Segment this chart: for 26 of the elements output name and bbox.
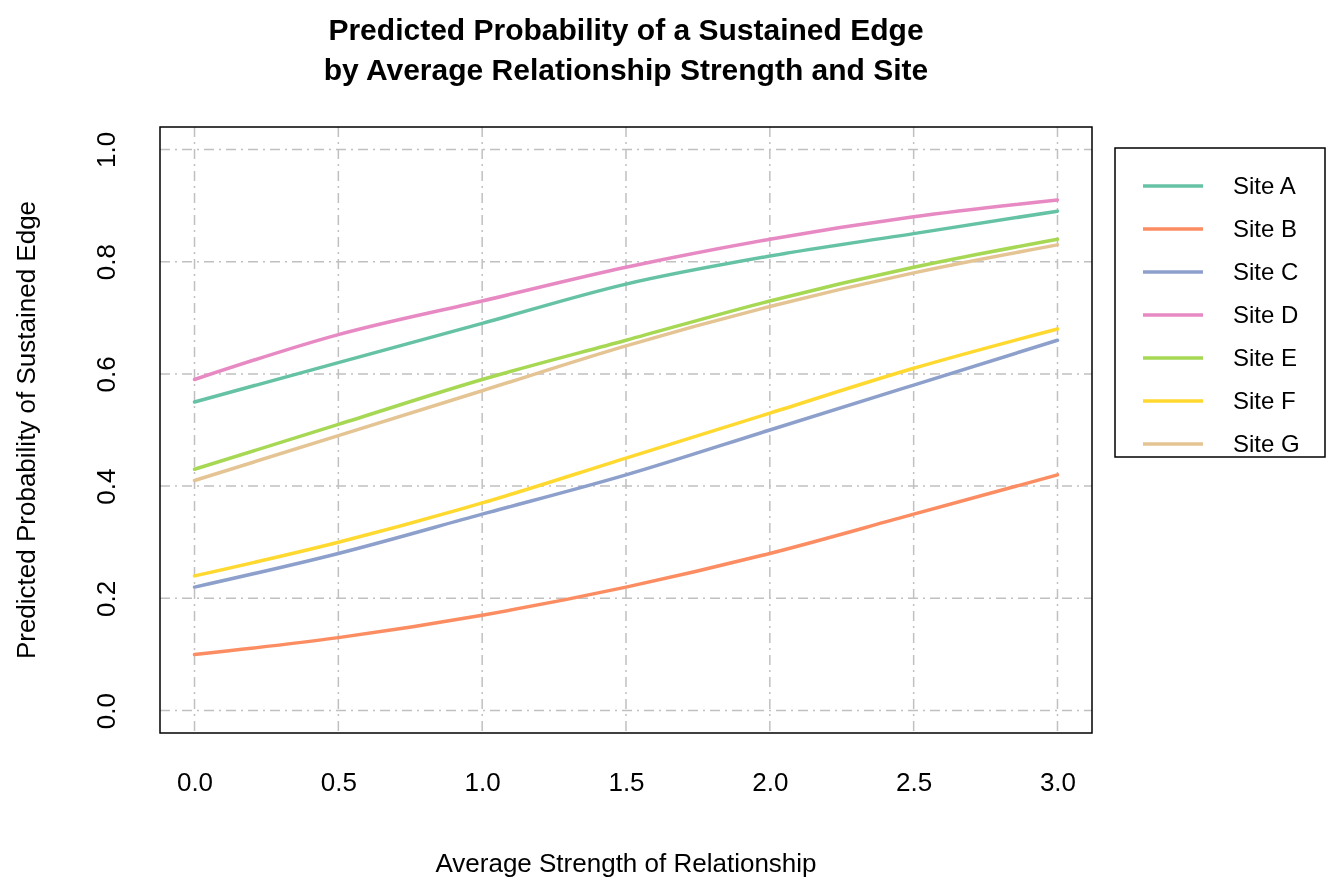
legend-label: Site G bbox=[1233, 430, 1300, 458]
x-tick-label: 3.0 bbox=[1039, 767, 1077, 798]
y-axis-title: Predicted Probability of Sustained Edge bbox=[11, 200, 41, 660]
x-tick-label: 1.0 bbox=[464, 767, 501, 798]
x-axis-title: Average Strength of Relationship bbox=[435, 848, 817, 878]
y-tick-label: 0.6 bbox=[90, 356, 121, 393]
y-tick-label: 0.2 bbox=[90, 580, 121, 617]
x-tick-label: 1.5 bbox=[608, 767, 645, 798]
x-tick-label: 0.5 bbox=[320, 767, 357, 798]
legend-label: Site B bbox=[1233, 215, 1298, 243]
line-series bbox=[192, 209, 1060, 404]
line-series bbox=[192, 473, 1060, 657]
x-tick-label: 0.0 bbox=[176, 767, 214, 798]
legend-label: Site F bbox=[1233, 387, 1296, 415]
x-tick-label: 2.5 bbox=[896, 767, 933, 798]
legend-label: Site C bbox=[1233, 258, 1299, 286]
chart-title: Predicted Probability of a Sustained Edge by Average Relationship Strength and Site bbox=[323, 13, 929, 86]
legend-label: Site E bbox=[1233, 344, 1298, 372]
y-tick-label: 0.8 bbox=[90, 244, 121, 281]
line-series bbox=[192, 198, 1060, 382]
y-tick-label: 0.0 bbox=[90, 692, 121, 730]
x-tick-label: 2.0 bbox=[752, 767, 789, 798]
legend-label: Site A bbox=[1233, 172, 1296, 200]
legend-label: Site D bbox=[1233, 301, 1299, 329]
y-tick-label: 0.4 bbox=[90, 468, 121, 505]
y-tick-label: 1.0 bbox=[90, 131, 121, 169]
